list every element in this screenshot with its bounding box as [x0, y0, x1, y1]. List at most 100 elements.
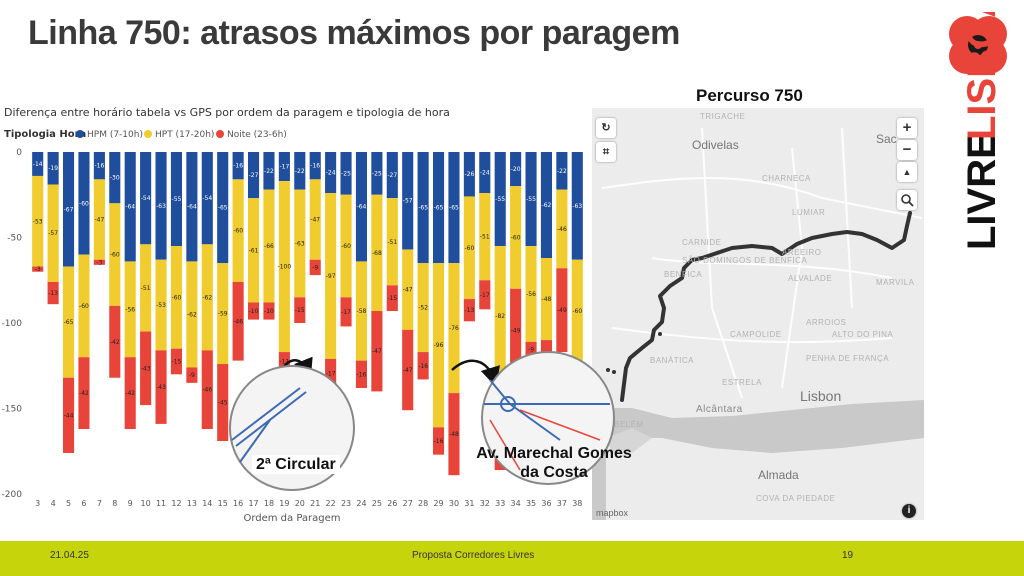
bar-segment	[170, 246, 183, 349]
zoom-in-button[interactable]: +	[897, 118, 917, 138]
bar-segment	[93, 259, 105, 265]
x-tick-label: 31	[464, 499, 474, 508]
x-tick-label: 38	[572, 499, 582, 508]
x-tick-label: 28	[418, 499, 428, 508]
y-tick-label: -200	[2, 490, 23, 500]
bar-value-label: -22	[295, 168, 305, 175]
map-place-alcantara: Alcântara	[696, 404, 743, 415]
bar-value-label: -54	[202, 195, 212, 202]
bar-value-label: -16	[233, 163, 243, 170]
bar-segment	[201, 350, 213, 430]
bar-value-label: -66	[264, 243, 274, 250]
bar-value-label: -51	[480, 234, 490, 241]
x-tick-label: 32	[480, 499, 490, 508]
map-place-lumiar: LUMIAR	[792, 208, 826, 217]
mapbox-attribution: mapbox	[596, 508, 629, 518]
bar-value-label: -63	[295, 240, 305, 247]
x-tick-label: 22	[326, 499, 336, 508]
bar-value-label: -46	[202, 387, 212, 394]
bar-segment	[32, 266, 44, 272]
x-axis-label: Ordem da Paragem	[243, 513, 340, 524]
y-tick-label: -100	[2, 319, 23, 329]
bar-segment	[155, 259, 167, 351]
bar-segment	[355, 360, 368, 388]
map-place-estrela: ESTRELA	[722, 378, 762, 387]
bar-value-label: -97	[326, 273, 336, 280]
bar-segment	[309, 259, 321, 276]
bar-segment	[247, 152, 260, 199]
chart-title: Diferença entre horário tabela vs GPS po…	[4, 106, 450, 119]
compass-button[interactable]: ▲	[897, 162, 917, 182]
bar-segment	[232, 179, 244, 282]
bar-segment	[556, 268, 568, 353]
route-map[interactable]: TRIGACHE Odivelas CHARNECA CARNIDE LUMIA…	[592, 108, 924, 520]
bar-value-label: -16	[418, 363, 428, 370]
x-tick-label: 6	[81, 499, 86, 508]
map-place-areeiro: AREEIRO	[782, 248, 822, 257]
bar-segment	[463, 196, 475, 300]
bar-segment	[155, 350, 167, 424]
route-line	[620, 211, 912, 402]
zoom-out-button[interactable]: −	[897, 140, 917, 160]
bar-value-label: -52	[418, 305, 428, 312]
bar-segment	[186, 261, 198, 368]
bar-segment	[278, 152, 290, 182]
bar-segment	[247, 198, 260, 303]
bar-segment	[417, 263, 429, 353]
bar-value-label: -9	[312, 264, 318, 271]
bar-segment	[278, 352, 290, 371]
bar-segment	[386, 198, 398, 286]
map-place-carnide: CARNIDE	[682, 238, 722, 247]
select-area-icon[interactable]: ⌗	[596, 142, 616, 162]
bar-value-label: -48	[542, 296, 552, 303]
bar-value-label: -64	[187, 204, 197, 211]
bar-value-label: -55	[172, 196, 182, 203]
x-tick-label: 25	[372, 499, 382, 508]
map-place-penha: PENHA DE FRANÇA	[806, 354, 890, 363]
bar-value-label: -65	[418, 205, 428, 212]
bar-segment	[402, 152, 414, 250]
bar-value-label: -30	[110, 175, 120, 182]
info-icon[interactable]: i	[902, 504, 916, 518]
bar-value-label: -56	[526, 291, 536, 298]
bar-segment	[463, 152, 475, 197]
x-tick-label: 24	[356, 499, 366, 508]
bar-value-label: -45	[218, 400, 228, 407]
bar-segment	[402, 249, 414, 330]
bar-segment	[386, 285, 398, 312]
bar-value-label: -62	[542, 202, 552, 209]
map-place-odivelas: Odivelas	[692, 138, 739, 152]
bar-segment	[494, 152, 506, 247]
bar-value-label: -51	[387, 239, 397, 246]
bar-value-label: -58	[357, 308, 367, 315]
bar-segment	[386, 152, 398, 199]
bar-value-label: -57	[48, 230, 58, 237]
bar-value-label: -16	[310, 163, 320, 170]
bar-value-label: -3	[96, 259, 102, 266]
bar-segment	[325, 358, 337, 388]
bar-segment	[93, 179, 105, 260]
footer-title: Proposta Corredores Livres	[412, 550, 535, 561]
x-tick-label: 29	[433, 499, 443, 508]
bar-value-label: -60	[511, 235, 521, 242]
bar-value-label: -43	[141, 365, 151, 372]
bar-value-label: -57	[403, 198, 413, 205]
callout-label-circular: 2ª Circular	[252, 455, 340, 474]
bar-value-label: -10	[264, 308, 274, 315]
callout-marechal-line1: Av. Marechal Gomes	[476, 445, 632, 462]
map-search-icon[interactable]	[897, 190, 917, 210]
bar-value-label: -49	[511, 328, 521, 335]
map-place-sac: Sac	[876, 132, 897, 146]
bar-value-label: -67	[64, 206, 74, 213]
bar-segment	[340, 152, 352, 195]
legend-label: Noite (23-6h)	[227, 130, 287, 140]
footer-date: 21.04.25	[50, 550, 89, 561]
x-tick-label: 4	[51, 499, 56, 508]
reset-view-icon[interactable]: ↻	[596, 118, 616, 138]
slide-footer: 21.04.25 Proposta Corredores Livres 19	[0, 541, 1024, 576]
x-tick-label: 12	[171, 499, 181, 508]
bar-value-label: -24	[480, 170, 490, 177]
bar-segment	[109, 203, 121, 306]
bar-segment	[294, 297, 306, 323]
x-tick-label: 11	[156, 499, 166, 508]
